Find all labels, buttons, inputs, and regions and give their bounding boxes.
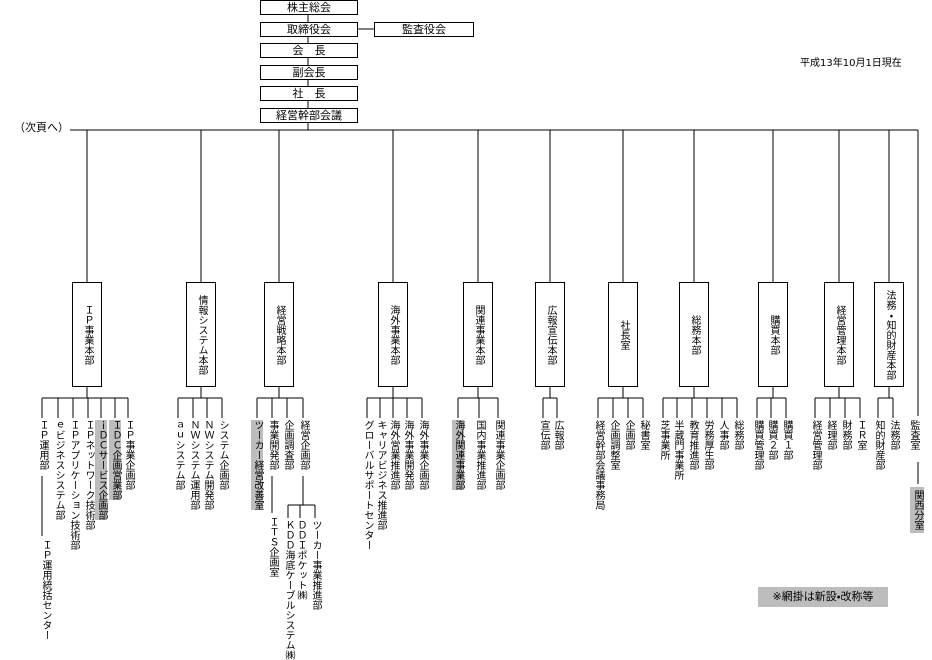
- department: 教育推進部: [687, 420, 698, 470]
- department: 秘書室: [638, 420, 649, 450]
- department: 経営企画部: [298, 420, 309, 470]
- division-box: 社長室: [608, 282, 638, 387]
- division-box: 総務本部: [679, 282, 709, 387]
- continued-label: （次頁へ）: [14, 121, 69, 134]
- department: 購買管理部: [752, 420, 763, 470]
- division-box: 情報システム本部: [186, 282, 216, 387]
- department: 経営幹部会議事務局: [593, 420, 604, 510]
- branch-office: 関西分室: [910, 487, 924, 533]
- department: 企画部: [623, 420, 634, 450]
- department: ＩＲ室: [855, 420, 866, 450]
- department: 宣伝部: [538, 420, 549, 450]
- department: 広報部: [552, 420, 563, 450]
- connectors: [41, 15, 919, 536]
- sub-department: ＤＤＩポケット㈱: [295, 520, 306, 600]
- department: 芝事業所: [658, 420, 669, 460]
- org-chart-page: (() => { const data = JSON.parse(documen…: [14, 0, 924, 660]
- sub-department: ＩＰ運用統括センター: [40, 540, 51, 640]
- division-box: 海外事業本部: [378, 282, 408, 387]
- department: 購買１部: [781, 420, 792, 460]
- department: 関連事業企画部: [493, 420, 504, 490]
- auditors-box: 監査役会: [374, 22, 474, 37]
- department: キャリアビジネス推進部: [375, 420, 386, 530]
- department: 半蔵門事業所: [672, 420, 683, 480]
- department: ｅビジネスシステム部: [53, 420, 64, 520]
- department: 購買２部: [766, 420, 777, 460]
- department: ｉＤＣサービス企画部: [95, 420, 107, 520]
- top-box: 副会長: [260, 65, 358, 80]
- department: 財務部: [840, 420, 851, 450]
- department: 海外事業開発部: [402, 420, 413, 490]
- top-box: 社 長: [260, 86, 358, 101]
- department: 海外営業推進部: [388, 420, 399, 490]
- department: 労務厚生部: [702, 420, 713, 470]
- legend-note: ※網掛は新設・改称等: [758, 587, 888, 607]
- department: ＩＰ事業企画部: [123, 420, 134, 490]
- department: ＩＤＣ企画営業部: [109, 420, 121, 500]
- department: 総務部: [732, 420, 743, 450]
- division-box: 経営管理本部: [824, 282, 854, 387]
- sub-department: ＩＴＳ企画室: [267, 517, 278, 577]
- department: グローバルサポートセンター: [362, 420, 373, 550]
- department: 人事部: [717, 420, 728, 450]
- department: システム企画部: [217, 420, 228, 490]
- top-box: 会 長: [260, 43, 358, 58]
- audit-office: 監査室: [908, 420, 919, 450]
- department: 海外事業企画部: [417, 420, 428, 490]
- department: 事業開発部: [267, 420, 278, 470]
- division-box: 法務・知的財産本部: [874, 282, 904, 387]
- department: 海外関連事業部: [452, 420, 464, 490]
- department: ツーカー経営改善室: [251, 420, 263, 510]
- department: ＮＷシステム運用部: [188, 420, 199, 510]
- sub-department: ツーカー事業推進部: [310, 520, 321, 610]
- top-box: 株主総会: [260, 0, 358, 15]
- department: 知的財産部: [873, 420, 884, 470]
- department: 経理部: [825, 420, 836, 450]
- department: 企画調整室: [608, 420, 619, 470]
- department: 法務部: [888, 420, 899, 450]
- department: ａｕシステム部: [173, 420, 184, 490]
- department: 経営管理部: [810, 420, 821, 470]
- department: ＮＷシステム開発部: [202, 420, 213, 510]
- division-box: 関連事業本部: [463, 282, 493, 387]
- division-box: 購買本部: [758, 282, 788, 387]
- top-box: 経営幹部会議: [260, 108, 358, 123]
- sub-department: ＫＤＤ海底ケーブルシステム㈱: [283, 520, 294, 660]
- division-box: ＩＰ事業本部: [72, 282, 102, 387]
- department: ＩＰアプリケーション技術部: [68, 420, 79, 550]
- department: ＩＰ運用部: [37, 420, 48, 470]
- department: ＩＰネットワーク技術部: [83, 420, 94, 530]
- division-box: 広報宣伝本部: [535, 282, 565, 387]
- department: 国内事業推進部: [474, 420, 485, 490]
- top-box: 取締役会: [260, 22, 358, 37]
- division-box: 経営戦略本部: [264, 282, 294, 387]
- department: 企画調査部: [282, 420, 293, 470]
- date: 平成13年10月1日現在: [800, 58, 902, 69]
